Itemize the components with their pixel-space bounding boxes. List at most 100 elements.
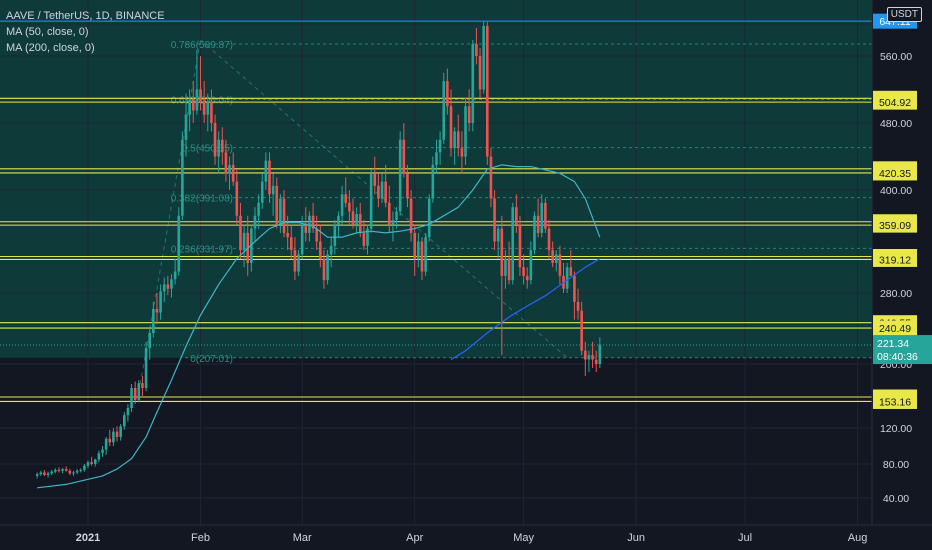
candle-body	[97, 453, 101, 460]
fib-label: 0.786(589.87)	[171, 40, 233, 51]
price-level-badge: 153.16	[879, 396, 911, 408]
fib-retracement: 0.786(589.87) 0.618(508.04) 0.5(450.55) 0.3…	[138, 39, 872, 393]
candle-body	[213, 123, 217, 157]
candle-body	[61, 469, 64, 471]
candle-body	[496, 228, 500, 242]
candle-body	[406, 173, 409, 199]
candle-body	[486, 26, 489, 157]
candle-body	[39, 472, 43, 475]
candle-body	[123, 415, 126, 427]
candle-body	[576, 301, 580, 311]
candle-body	[420, 241, 424, 272]
candle-body	[413, 232, 416, 259]
candle-body	[195, 89, 199, 111]
candle-body	[355, 214, 358, 225]
time-tick-label: Jul	[738, 532, 752, 544]
price-level-badge-bg	[873, 393, 917, 409]
fib-label: 0.618(508.04)	[171, 96, 233, 107]
candle-body	[104, 438, 108, 450]
candle-body	[340, 194, 344, 216]
candle-body	[482, 26, 485, 90]
price-level-badge: 240.49	[879, 323, 911, 335]
candle-body	[522, 267, 525, 276]
ma200-legend[interactable]: MA (200, close, 0)	[6, 42, 95, 54]
candle-body	[489, 156, 493, 199]
fib-zone-fill	[0, 0, 872, 358]
fib-label: 0.236(331.97)	[171, 244, 233, 255]
candle-body	[515, 207, 518, 225]
candle-body	[162, 284, 166, 292]
price-tick-label: 400.00	[880, 185, 912, 197]
time-axis[interactable]: 2021 Feb Mar Apr May Jun Jul Aug	[76, 532, 868, 544]
time-tick-label: Feb	[191, 532, 210, 544]
symbol-title[interactable]: AAVE / TetherUS, 1D, BINANCE	[6, 10, 165, 22]
candle-body	[239, 215, 242, 251]
candle-body	[130, 388, 133, 408]
candle-body	[57, 469, 61, 471]
candle-body	[86, 462, 90, 466]
candle-body	[235, 181, 239, 216]
price-level-badge: 319.12	[879, 254, 911, 266]
candle-body	[177, 215, 181, 272]
candle-body	[333, 224, 337, 246]
candle-body	[286, 232, 289, 238]
candle-body	[206, 102, 210, 115]
candle-body	[525, 275, 529, 281]
candle-body	[409, 198, 413, 233]
candle-body	[319, 241, 322, 259]
candle-body	[101, 449, 104, 454]
candle-body	[329, 245, 333, 255]
candle-body	[202, 102, 206, 115]
candle-body	[584, 350, 587, 360]
candle-body	[598, 344, 602, 364]
ma50-legend[interactable]: MA (50, close, 0)	[6, 26, 89, 38]
candle-body	[289, 237, 293, 251]
candle-body	[446, 81, 449, 107]
price-level-badge-bg	[873, 94, 917, 110]
price-level-badge-bg	[873, 217, 917, 233]
candle-body	[587, 355, 591, 360]
currency-badge[interactable]: USDT	[886, 7, 922, 22]
candle-body	[435, 152, 438, 165]
candle-body	[511, 207, 515, 281]
candle-body	[217, 139, 220, 157]
candle-body	[369, 173, 373, 229]
candle-body	[402, 139, 406, 174]
fib-label: 0.5(450.55)	[182, 144, 233, 155]
candle-body	[112, 431, 115, 443]
candle-body	[43, 472, 46, 476]
candle-body	[456, 131, 460, 149]
candle-body	[449, 106, 453, 149]
grid-lines	[0, 0, 872, 525]
price-tick-label: 40.00	[883, 493, 909, 505]
candle-body	[181, 139, 184, 216]
time-tick-label: Jun	[627, 532, 645, 544]
candle-body	[348, 202, 351, 212]
candle-body	[547, 228, 551, 251]
candle-body	[395, 211, 398, 221]
ma50-line	[37, 164, 601, 489]
candle-body	[442, 81, 446, 140]
candle-body	[144, 348, 148, 388]
candle-body	[282, 198, 286, 233]
candle-body	[304, 224, 308, 233]
candle-body	[191, 99, 195, 111]
candle-body	[141, 383, 144, 388]
candle-body	[275, 185, 279, 225]
candle-body	[337, 215, 340, 225]
candles	[35, 21, 602, 479]
candle-body	[467, 106, 471, 123]
candle-body	[188, 99, 191, 115]
candle-body	[75, 470, 79, 473]
candle-body	[264, 160, 268, 182]
candle-body	[311, 215, 315, 229]
candle-body	[424, 237, 427, 272]
candle-body	[544, 202, 547, 229]
time-tick-label: Mar	[293, 532, 312, 544]
candle-body	[231, 164, 235, 182]
candle-body	[551, 250, 554, 263]
candle-body	[184, 114, 188, 140]
candle-body	[384, 181, 387, 203]
price-tick-label: 480.00	[880, 118, 912, 130]
